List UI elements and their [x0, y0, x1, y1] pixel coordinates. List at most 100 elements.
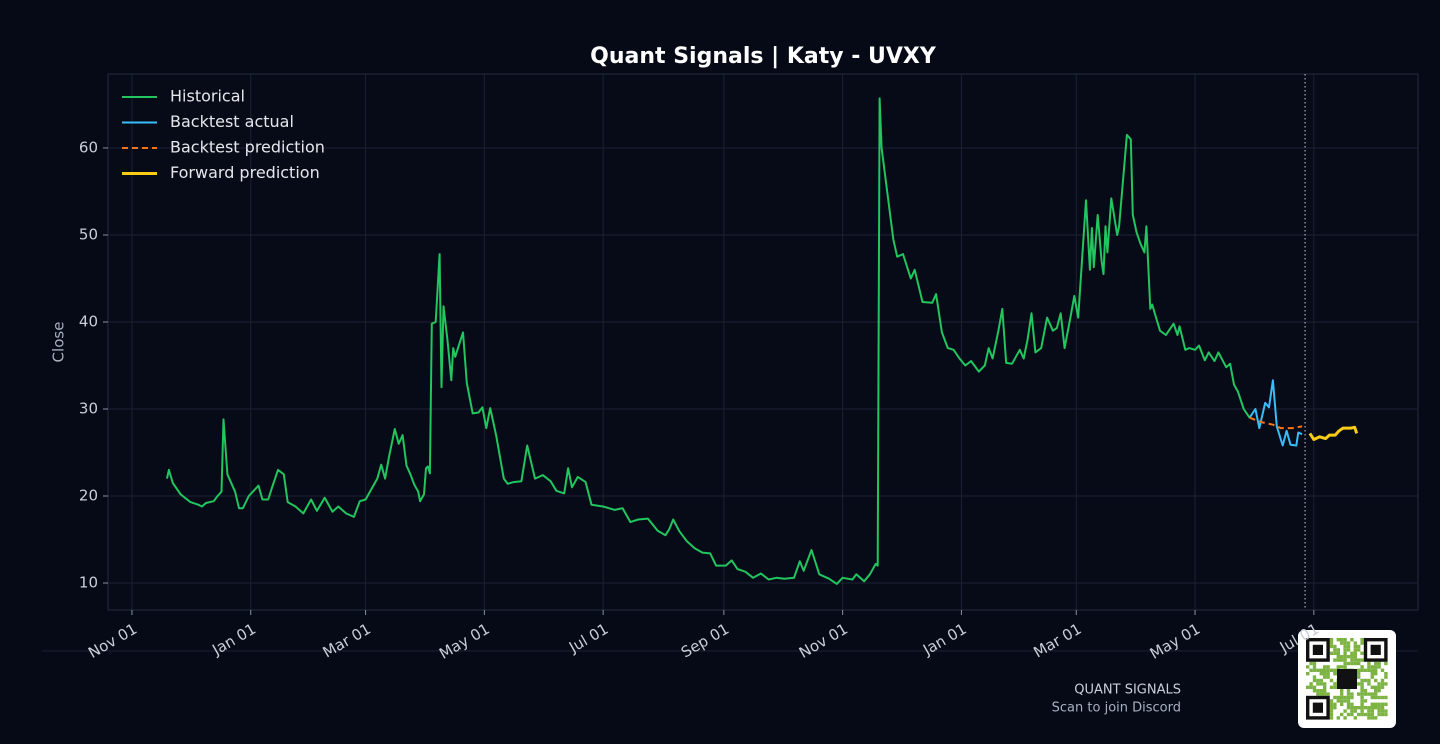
- qr-cell: [1353, 648, 1357, 652]
- qr-cell: [1343, 716, 1347, 720]
- qr-cell: [1333, 658, 1337, 662]
- qr-cell: [1357, 675, 1361, 679]
- qr-cell: [1316, 668, 1320, 672]
- qr-cell: [1377, 706, 1381, 710]
- qr-cell: [1346, 648, 1351, 652]
- y-tick-label: 60: [79, 138, 98, 156]
- qr-cell: [1326, 672, 1330, 676]
- qr-cell: [1374, 716, 1378, 720]
- qr-cell: [1323, 682, 1327, 686]
- qr-cell: [1363, 678, 1368, 683]
- qr-cell: [1346, 692, 1351, 696]
- qr-cell: [1346, 644, 1351, 649]
- qr-cell: [1346, 655, 1351, 659]
- qr-cell: [1357, 648, 1361, 652]
- qr-cell: [1306, 685, 1310, 689]
- qr-cell: [1326, 665, 1330, 669]
- qr-cell: [1350, 658, 1354, 662]
- qr-cell: [1333, 685, 1337, 689]
- qr-cell: [1377, 682, 1381, 686]
- qr-cell: [1323, 692, 1327, 696]
- qr-cell: [1363, 668, 1368, 672]
- qr-cell: [1346, 695, 1351, 700]
- qr-cell: [1370, 685, 1374, 689]
- qr-cell: [1367, 665, 1371, 669]
- chart-title: Quant Signals | Katy - UVXY: [590, 44, 937, 69]
- qr-logo: [1337, 669, 1357, 689]
- qr-cell: [1353, 661, 1357, 666]
- y-tick-label: 30: [79, 400, 98, 418]
- qr-cell: [1343, 655, 1347, 659]
- qr-cell: [1343, 641, 1347, 645]
- qr-cell: [1380, 709, 1385, 713]
- qr-cell: [1370, 692, 1374, 696]
- qr-cell: [1360, 678, 1364, 683]
- qr-cell: [1343, 661, 1347, 666]
- qr-cell: [1329, 685, 1334, 689]
- qr-cell: [1357, 706, 1361, 710]
- qr-cell: [1374, 706, 1378, 710]
- qr-cell: [1363, 692, 1368, 696]
- qr-cell: [1374, 678, 1378, 683]
- qr-cell: [1377, 709, 1381, 713]
- qr-cell: [1357, 668, 1361, 672]
- qr-cell: [1329, 712, 1334, 717]
- qr-cell: [1323, 672, 1327, 676]
- qr-cell: [1377, 689, 1381, 693]
- y-tick-label: 20: [79, 487, 98, 505]
- qr-cell: [1360, 638, 1364, 642]
- footer-brand: QUANT SIGNALS: [1074, 683, 1181, 698]
- qr-cell: [1346, 706, 1351, 710]
- qr-cell: [1333, 706, 1337, 710]
- qr-cell: [1374, 668, 1378, 672]
- qr-cell: [1357, 682, 1361, 686]
- qr-cell: [1312, 685, 1317, 689]
- qr-cell: [1370, 702, 1374, 706]
- series-line: [1308, 425, 1359, 441]
- qr-cell: [1336, 651, 1340, 655]
- qr-cell: [1343, 651, 1347, 655]
- qr-cell: [1357, 644, 1361, 649]
- qr-cell: [1384, 672, 1388, 676]
- qr-cell: [1333, 668, 1337, 672]
- qr-cell: [1380, 712, 1385, 717]
- qr-cell: [1353, 644, 1357, 649]
- qr-cell: [1350, 706, 1354, 710]
- qr-cell: [1336, 699, 1340, 703]
- qr-cell: [1343, 658, 1347, 662]
- qr-cell: [1370, 695, 1374, 700]
- qr-cell: [1360, 706, 1364, 710]
- qr-finder: [1312, 702, 1323, 713]
- qr-cell: [1319, 689, 1323, 693]
- qr-cell: [1323, 665, 1327, 669]
- qr-cell: [1336, 716, 1340, 720]
- qr-cell: [1353, 641, 1357, 645]
- qr-cell: [1343, 638, 1347, 642]
- qr-cell: [1319, 692, 1323, 696]
- qr-cell: [1340, 658, 1344, 662]
- qr-cell: [1367, 712, 1371, 717]
- qr-cell: [1367, 678, 1371, 683]
- qr-cell: [1319, 672, 1323, 676]
- legend-label: Backtest actual: [170, 112, 294, 131]
- qr-cell: [1329, 651, 1334, 655]
- series-line: [1249, 416, 1303, 430]
- qr-cell: [1370, 716, 1374, 720]
- qr-cell: [1340, 702, 1344, 706]
- qr-cell: [1326, 692, 1330, 696]
- qr-cell: [1323, 685, 1327, 689]
- qr-cell: [1377, 661, 1381, 666]
- qr-cell: [1367, 706, 1371, 710]
- qr-cell: [1367, 692, 1371, 696]
- qr-cell: [1380, 678, 1385, 683]
- qr-cell: [1329, 699, 1334, 703]
- qr-cell: [1343, 665, 1347, 669]
- qr-cell: [1384, 661, 1388, 666]
- qr-cell: [1360, 689, 1364, 693]
- qr-cell: [1336, 665, 1340, 669]
- y-axis-label: Close: [50, 322, 68, 363]
- qr-cell: [1306, 672, 1310, 676]
- qr-cell: [1350, 638, 1354, 642]
- qr-cell: [1350, 709, 1354, 713]
